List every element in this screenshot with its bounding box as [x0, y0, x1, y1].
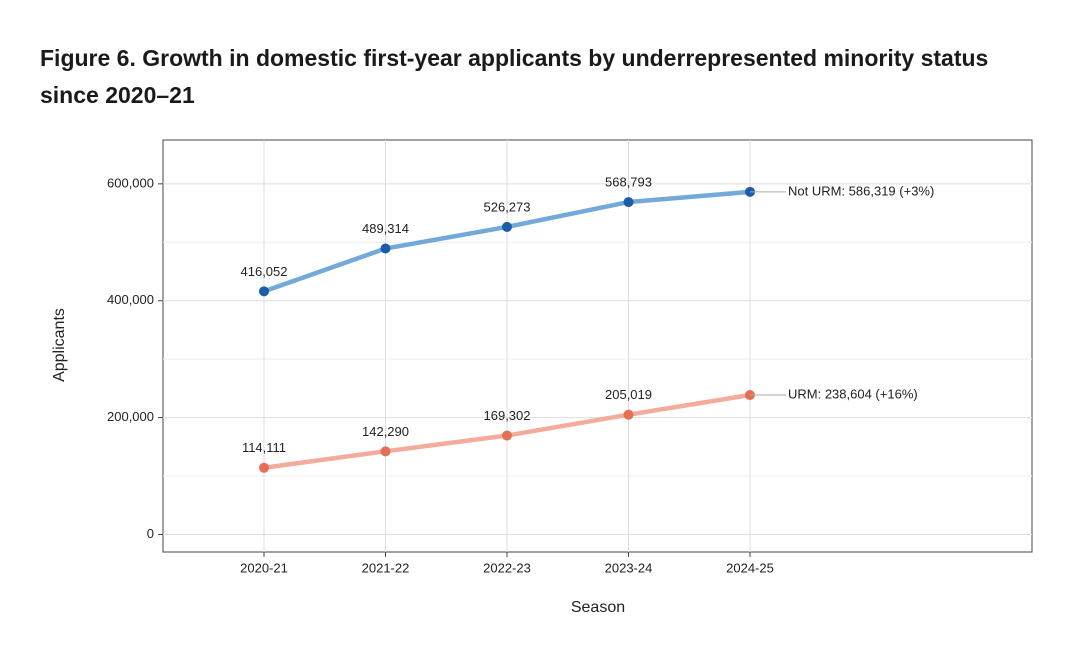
- data-point: [380, 243, 391, 254]
- data-label: 416,052: [241, 264, 288, 279]
- x-tick-label: 2024-25: [726, 560, 774, 575]
- data-point: [502, 430, 512, 441]
- x-axis-label: Season: [571, 599, 625, 616]
- x-tick-label: 2020-21: [240, 560, 288, 575]
- data-point: [259, 462, 269, 473]
- plot-panel: [162, 139, 1033, 553]
- data-label: 205,019: [605, 387, 652, 402]
- end-label: Not URM: 586,319 (+3%): [788, 183, 934, 198]
- y-tick-label: 600,000: [107, 175, 154, 190]
- data-label: 114,111: [242, 440, 286, 455]
- y-axis-label: Applicants: [51, 308, 68, 382]
- data-label: 568,793: [605, 175, 652, 190]
- data-point: [502, 221, 512, 232]
- data-label: 526,273: [484, 199, 531, 214]
- y-tick-label: 0: [147, 526, 154, 541]
- data-point: [259, 286, 269, 297]
- data-label: 169,302: [484, 408, 531, 423]
- data-point: [380, 446, 391, 457]
- data-label: 142,290: [362, 424, 409, 439]
- data-point: [623, 409, 634, 420]
- x-tick-label: 2022-23: [483, 560, 531, 575]
- data-point: [623, 197, 634, 208]
- x-tick-label: 2023-24: [605, 560, 653, 575]
- end-label: URM: 238,604 (+16%): [788, 386, 918, 401]
- y-tick-label: 200,000: [107, 409, 154, 424]
- data-label: 489,314: [362, 221, 409, 236]
- chart-title: Figure 6. Growth in domestic first-year …: [40, 45, 989, 108]
- y-tick-label: 400,000: [107, 292, 154, 307]
- x-tick-label: 2021-22: [362, 560, 410, 575]
